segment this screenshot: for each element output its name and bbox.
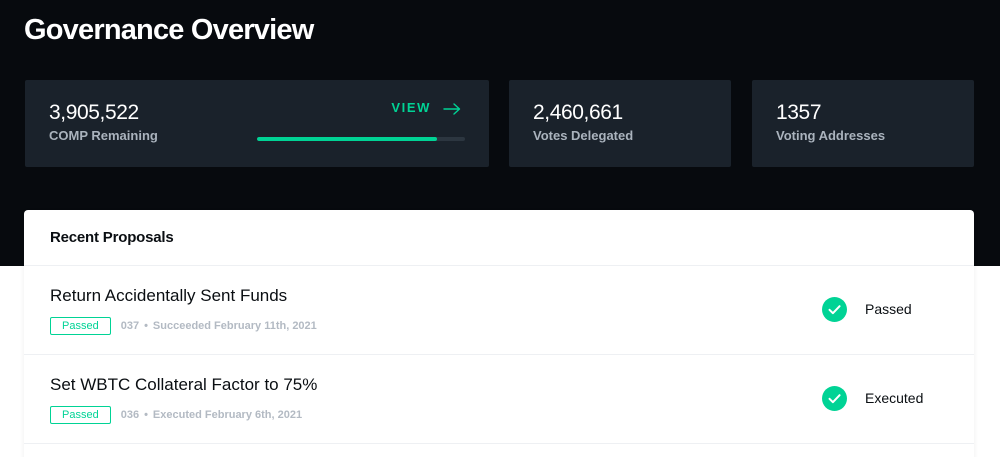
comp-remaining-card: 3,905,522 COMP Remaining VIEW <box>25 80 489 167</box>
bullet-separator: • <box>144 320 148 332</box>
voting-addresses-card: 1357 Voting Addresses <box>752 80 974 167</box>
page-title: Governance Overview <box>24 14 314 46</box>
status-badge: Passed <box>50 406 111 424</box>
recent-proposals-title: Recent Proposals <box>50 229 174 246</box>
bullet-separator: • <box>144 409 148 421</box>
votes-delegated-label: Votes Delegated <box>533 128 634 143</box>
proposal-status-text: Executed February 6th, 2021 <box>152 409 303 421</box>
comp-progress-bar <box>257 137 465 141</box>
voting-addresses-value: 1357 <box>776 101 822 124</box>
status-badge: Passed <box>50 317 111 335</box>
proposal-row[interactable]: Return Accidentally Sent Funds Passed 03… <box>24 266 974 355</box>
proposal-row[interactable]: Set WBTC Collateral Factor to 75% Passed… <box>24 355 974 444</box>
view-link[interactable]: VIEW <box>391 100 461 116</box>
proposal-state-label: Passed <box>865 301 912 317</box>
check-circle-icon <box>822 297 847 322</box>
proposal-title: Return Accidentally Sent Funds <box>50 286 288 305</box>
votes-delegated-value: 2,460,661 <box>533 101 623 124</box>
view-link-label: VIEW <box>391 100 431 115</box>
proposal-number: 037 <box>120 320 140 332</box>
comp-progress-fill <box>257 137 437 141</box>
proposal-status-text: Succeeded February 11th, 2021 <box>152 320 317 332</box>
check-circle-icon <box>822 386 847 411</box>
voting-addresses-label: Voting Addresses <box>776 128 886 143</box>
comp-remaining-value: 3,905,522 <box>49 101 139 124</box>
proposal-number: 036 <box>120 409 140 421</box>
proposal-meta: Passed 037 • Succeeded February 11th, 20… <box>50 317 317 335</box>
recent-proposals-header: Recent Proposals <box>24 210 974 266</box>
votes-delegated-card: 2,460,661 Votes Delegated <box>509 80 731 167</box>
comp-remaining-label: COMP Remaining <box>49 128 158 143</box>
proposal-meta: Passed 036 • Executed February 6th, 2021 <box>50 406 302 424</box>
recent-proposals-panel: Recent Proposals Return Accidentally Sen… <box>24 210 974 457</box>
arrow-right-icon <box>443 102 461 115</box>
proposal-title: Set WBTC Collateral Factor to 75% <box>50 375 318 394</box>
proposal-state-label: Executed <box>865 390 924 406</box>
